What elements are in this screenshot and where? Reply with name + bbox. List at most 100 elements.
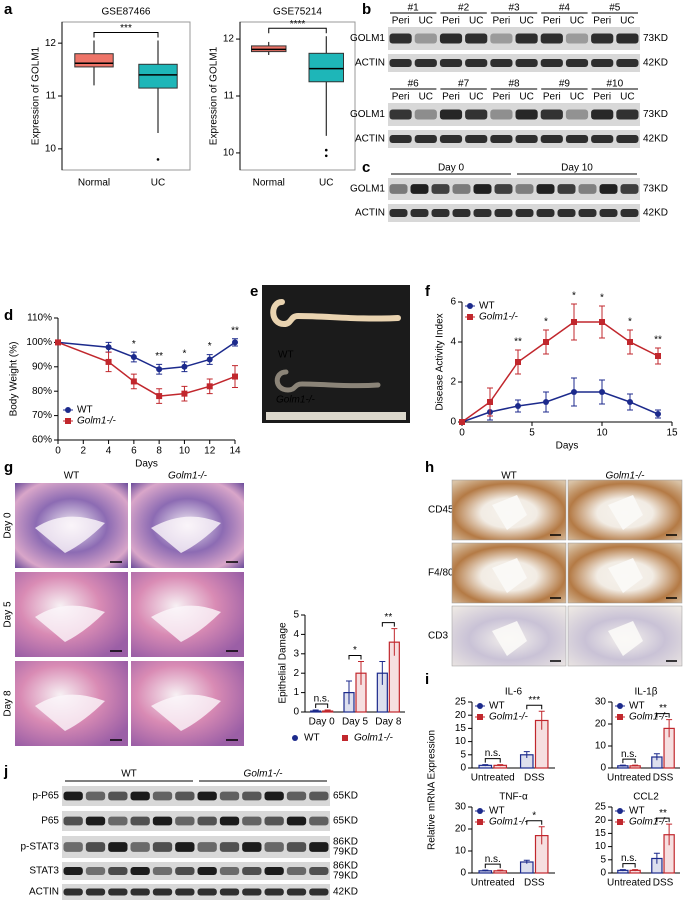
blot-size-label: 42KD: [333, 887, 358, 898]
significance-label: *: [600, 293, 604, 304]
x-tick-label: 10: [596, 428, 608, 439]
blot-size-label: 42KD: [643, 208, 668, 219]
plot-frame: [61, 21, 191, 171]
blot-band: [591, 33, 614, 44]
significance-label: **: [155, 351, 163, 362]
blot-row-label: STAT3: [29, 866, 59, 877]
x-tick-label: Day 8: [375, 717, 402, 728]
blot-band: [578, 184, 597, 194]
blot-band: [414, 59, 437, 67]
blot-band: [540, 59, 563, 67]
significance-label: ***: [120, 23, 132, 34]
marker: [627, 339, 633, 345]
y-tick-label: 20: [595, 719, 607, 730]
y-tick-label: 15: [595, 828, 607, 839]
blot-band: [152, 842, 173, 852]
blot-band: [389, 109, 412, 120]
blot-band: [85, 791, 106, 801]
error-bar: [358, 661, 364, 685]
error-bar: [619, 869, 626, 872]
lane-label: Peri: [493, 92, 511, 103]
blot-band: [219, 842, 240, 852]
lane-label: UC: [469, 92, 483, 103]
significance-label: **: [659, 808, 667, 819]
y-axis-label: Epithelial Damage: [278, 622, 289, 704]
blot-row-label: P65: [41, 816, 59, 827]
photo: [262, 285, 410, 423]
significance-label: *: [182, 349, 186, 360]
blot-band: [264, 816, 284, 826]
significance-bracket: [315, 703, 329, 709]
blot-row-label: p-P65: [32, 791, 59, 802]
y-tick-label: 12: [45, 38, 57, 49]
blot-band: [540, 33, 563, 44]
x-tick-label: DSS: [524, 773, 545, 784]
error-bar: [523, 859, 530, 864]
row-label: Day 5: [3, 601, 14, 628]
y-tick-label: 70%: [32, 410, 52, 421]
blot-band: [599, 184, 618, 194]
blot-group-label: Golm1-/-: [244, 769, 284, 780]
blot-band: [536, 184, 555, 194]
blot-group-label: #6: [408, 79, 420, 90]
error-bar: [538, 826, 545, 845]
blot-band: [389, 209, 408, 217]
box: [74, 53, 114, 68]
blot-band: [264, 888, 284, 896]
blot-band: [515, 33, 538, 44]
blot-band: [63, 842, 83, 852]
blot-band: [565, 135, 589, 143]
lane-label: Peri: [593, 16, 611, 27]
blot-background: [62, 786, 330, 806]
significance-label: ****: [290, 19, 306, 30]
tissue-lumen: [608, 558, 643, 593]
tissue-lumen: [35, 605, 105, 642]
blot-size-label: 86KD: [333, 837, 358, 848]
row-label: F4/80: [428, 568, 454, 579]
legend-marker: [617, 703, 623, 709]
x-tick-label: DSS: [524, 878, 545, 889]
y-tick-label: 15: [455, 723, 467, 734]
blot-band: [242, 842, 262, 852]
blot-band: [565, 109, 589, 120]
x-tick-label: 2: [81, 446, 87, 457]
marker: [156, 366, 163, 373]
y-axis-label: Expression of GOLM1: [31, 46, 42, 145]
blot-band: [389, 135, 412, 143]
blot-band: [515, 109, 538, 120]
x-tick-label: 15: [666, 428, 678, 439]
y-tick-label: 25: [595, 802, 607, 813]
y-tick-label: 0: [600, 868, 606, 879]
blot-band: [130, 791, 150, 801]
y-tick-label: 30: [455, 802, 467, 813]
blot-band: [557, 184, 576, 194]
legend-marker: [65, 418, 71, 424]
marker: [599, 389, 605, 395]
blot-band: [197, 791, 217, 801]
significance-label: *: [532, 810, 536, 821]
legend-label: WT: [479, 301, 495, 312]
blot-band: [130, 867, 150, 875]
blot-band: [414, 33, 437, 44]
chart-title: CCL2: [633, 792, 659, 803]
blot-band: [152, 791, 173, 801]
chart-title: GSE87466: [102, 7, 151, 18]
panel-letter: i: [425, 671, 429, 688]
blot-band: [410, 184, 429, 194]
significance-label: **: [514, 337, 522, 348]
y-tick-label: 60%: [32, 435, 52, 446]
legend-marker: [617, 819, 623, 825]
marker: [655, 353, 661, 359]
blot-background: [388, 27, 640, 50]
significance-label: *: [628, 317, 632, 328]
y-axis-label: Relative mRNA Expression: [427, 730, 438, 850]
blot-band: [286, 842, 307, 852]
significance-bracket: [526, 820, 543, 825]
blot-band: [389, 59, 412, 67]
marker: [156, 393, 163, 400]
y-tick-label: 6: [450, 297, 456, 308]
x-tick-label: Day 5: [342, 717, 369, 728]
legend-label: Golm1-/-: [489, 712, 529, 723]
error-bar: [619, 764, 626, 767]
blot-band: [197, 867, 217, 875]
